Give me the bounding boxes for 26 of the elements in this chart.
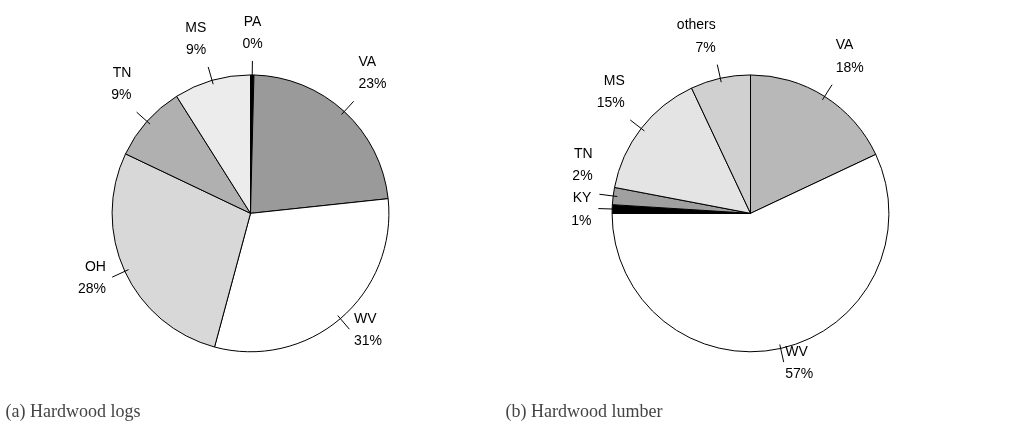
- slice-label: TN: [573, 145, 593, 162]
- data-label: 2%: [572, 167, 593, 184]
- data-label: 18%: [835, 58, 864, 75]
- slice-label: OH: [84, 258, 106, 275]
- slice-label: others: [676, 16, 716, 33]
- data-label: 57%: [785, 365, 814, 382]
- slice-label: MS: [603, 71, 625, 88]
- slice-label: VA: [358, 53, 377, 70]
- slice-label: MS: [185, 18, 207, 35]
- data-label: 15%: [596, 93, 625, 110]
- data-label: 28%: [77, 280, 106, 297]
- data-label: 7%: [695, 38, 716, 55]
- slice-label: VA: [835, 36, 855, 53]
- slice-label: TN: [112, 63, 132, 80]
- slice-label: WV: [353, 310, 378, 327]
- data-label: 9%: [111, 86, 132, 103]
- data-label: 23%: [358, 75, 387, 92]
- data-label: 31%: [353, 332, 382, 349]
- slice-label: WV: [785, 343, 809, 360]
- data-label: 1%: [571, 211, 592, 228]
- data-label: 9%: [186, 40, 207, 57]
- slice-label: PA: [243, 12, 262, 29]
- text: (b) Hardwood lumber: [505, 400, 663, 422]
- data-label: 0%: [242, 34, 263, 51]
- slice-label: KY: [572, 189, 593, 206]
- text: (a) Hardwood logs: [5, 400, 141, 422]
